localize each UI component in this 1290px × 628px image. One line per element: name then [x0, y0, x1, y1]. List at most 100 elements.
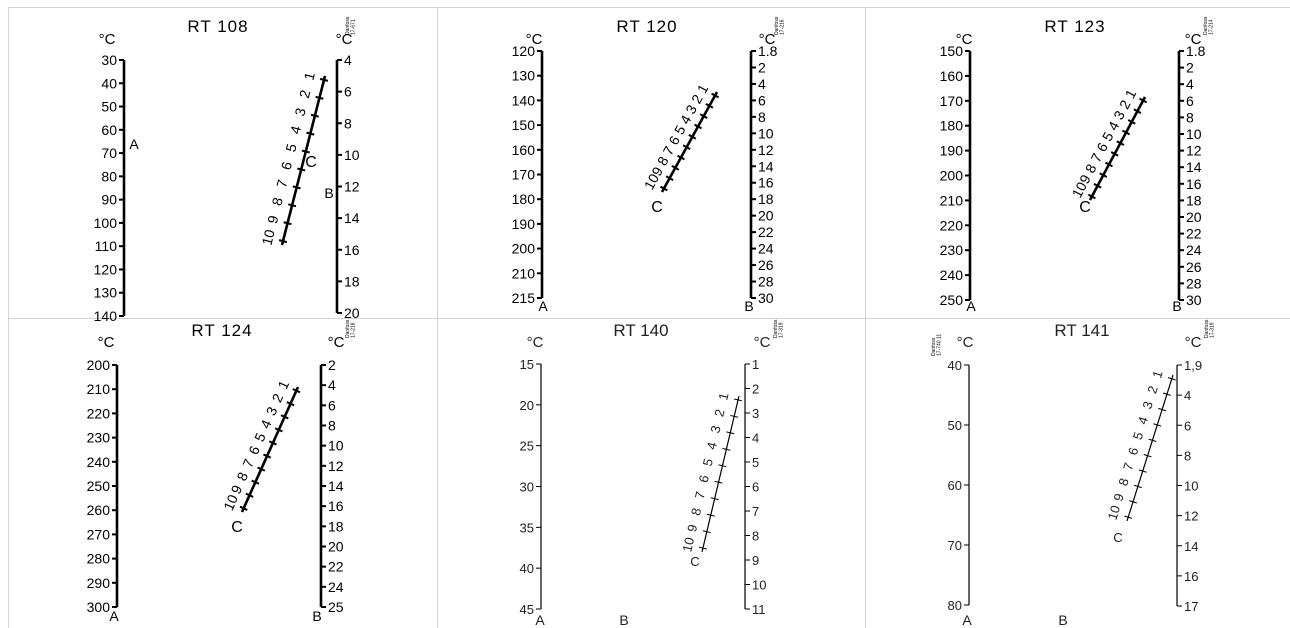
manufacturer-stamp: Danfoss 17-319: [773, 319, 785, 338]
setting-tick: [1139, 97, 1148, 104]
setting-tick-label: 1: [1149, 369, 1165, 380]
manufacturer-stamp-left: Danfoss 17-740.11: [931, 334, 943, 356]
stamp-line: 17-319: [1210, 322, 1216, 338]
setting-axis-line: [280, 75, 327, 246]
diff-tick-label: 4: [1186, 76, 1194, 92]
diff-tick-label: 20: [1186, 209, 1202, 225]
range-tick-label: 270: [87, 526, 111, 542]
setting-axis-label: C: [1079, 199, 1091, 216]
range-tick-label: 110: [95, 238, 118, 254]
setting-tick: [278, 239, 288, 244]
stamp-line: Danfoss: [1203, 16, 1209, 35]
range-tick-label: 140: [512, 92, 536, 108]
setting-tick-label: 5: [1130, 430, 1146, 441]
setting-tick-label: 4: [287, 124, 304, 136]
diff-tick-label: 18: [328, 518, 344, 534]
setting-tick: [315, 95, 324, 100]
setting-tick: [245, 492, 254, 498]
range-tick-label: 140: [94, 308, 118, 324]
diff-tick-label: 16: [758, 175, 774, 191]
diff-tick-label: 8: [328, 418, 336, 434]
setting-tick: [257, 466, 266, 472]
diff-tick-label: 22: [1186, 226, 1202, 242]
diff-tick-label: 2: [1186, 60, 1194, 76]
range-axis-label: A: [966, 298, 976, 314]
diff-tick-label: 17: [1184, 599, 1198, 614]
setting-tick: [280, 414, 289, 420]
diff-tick-label: 6: [1184, 418, 1191, 433]
setting-axis-label: C: [651, 199, 663, 216]
range-tick-label: 220: [87, 405, 111, 421]
range-axis-label: A: [962, 612, 972, 628]
setting-tick: [1104, 161, 1113, 168]
diff-tick-label: 8: [758, 109, 766, 125]
stamp-line: 17-319: [779, 322, 785, 338]
setting-tick: [694, 123, 703, 130]
diff-tick-label: 10: [344, 147, 360, 163]
setting-tick: [1162, 392, 1171, 396]
range-tick-label: 100: [94, 215, 118, 231]
setting-tick-label: 3: [707, 424, 723, 435]
setting-axis-label: C: [305, 154, 317, 171]
setting-tick: [306, 131, 315, 136]
range-tick-label: 210: [87, 381, 111, 397]
setting-tick: [726, 431, 735, 435]
setting-tick: [665, 175, 674, 181]
diff-tick-label: 28: [758, 274, 774, 290]
setting-axis-line: [701, 395, 740, 553]
setting-tick: [688, 134, 697, 140]
range-tick-label: 130: [512, 68, 536, 84]
range-unit-label: °C: [957, 334, 974, 351]
range-tick-label: 150: [512, 117, 536, 133]
setting-tick: [292, 185, 301, 190]
diff-tick-label: 11: [752, 602, 766, 617]
diff-tick-label: 28: [1186, 275, 1202, 291]
range-unit-label: °C: [99, 31, 116, 48]
manufacturer-stamp: Danfoss 17-218: [345, 319, 357, 338]
range-tick-label: 40: [520, 561, 534, 576]
range-unit-label: °C: [526, 31, 543, 48]
range-tick-label: 60: [948, 478, 962, 493]
range-tick-label: 230: [87, 430, 111, 446]
setting-tick: [283, 221, 292, 226]
range-unit-label: °C: [98, 334, 115, 351]
setting-axis-line: [1088, 96, 1147, 201]
range-tick-label: 300: [87, 599, 111, 615]
diff-axis-label: B: [619, 612, 628, 628]
range-tick-label: 200: [512, 241, 536, 257]
diff-tick-label: 10: [758, 125, 774, 141]
setting-tick-label: 10: [641, 171, 663, 193]
diff-tick-label: 6: [328, 397, 336, 413]
diff-unit-label: °C: [754, 334, 771, 351]
range-tick-label: 20: [520, 398, 534, 413]
range-tick-label: 230: [940, 242, 964, 258]
diff-unit-label: °C: [336, 31, 353, 48]
stamp-line: Danfoss: [345, 16, 351, 35]
setting-axis-line: [240, 386, 300, 513]
range-axis-label: A: [538, 298, 548, 314]
range-axis-label: A: [535, 612, 545, 628]
diff-tick-label: 14: [1186, 159, 1202, 175]
range-tick-label: 50: [948, 418, 962, 433]
diff-tick-label: 9: [752, 553, 759, 568]
range-tick-label: 130: [94, 285, 118, 301]
range-tick-label: 240: [940, 267, 964, 283]
diff-tick-label: 5: [752, 455, 759, 470]
setting-tick: [1143, 454, 1152, 458]
range-tick-label: 280: [87, 551, 111, 567]
range-tick-label: 120: [512, 43, 536, 59]
diff-tick-label: 22: [328, 559, 344, 575]
stamp-line: 17-671: [351, 19, 357, 35]
range-tick-label: 215: [512, 290, 536, 306]
diff-tick-label: 14: [1184, 539, 1198, 554]
diff-tick-label: 16: [344, 242, 360, 258]
setting-tick: [263, 453, 272, 459]
range-tick-label: 90: [101, 192, 117, 208]
setting-tick-label: 1: [715, 391, 731, 402]
diff-tick-label: 20: [344, 305, 360, 321]
diff-tick-label: 16: [1186, 176, 1202, 192]
setting-tick: [682, 144, 691, 150]
diff-tick-label: 12: [1184, 509, 1198, 524]
range-tick-label: 170: [512, 167, 536, 183]
